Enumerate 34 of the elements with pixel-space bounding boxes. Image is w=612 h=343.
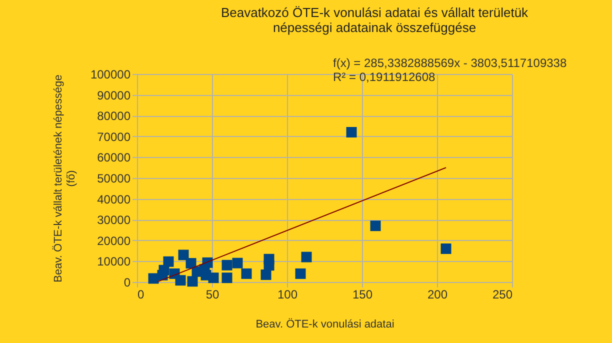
point — [222, 260, 232, 270]
y-tick-label: 30000 — [97, 213, 131, 228]
x-tick-label: 100 — [277, 288, 298, 302]
y-tick-label: 100000 — [90, 68, 131, 82]
x-axis-title: Beav. ÖTE-k vonulási adatai — [256, 318, 394, 330]
y-tick-label: 50000 — [97, 172, 131, 186]
y-tick-label: 60000 — [97, 150, 131, 165]
x-tick-label: 0 — [138, 288, 144, 302]
point — [241, 268, 252, 279]
chart-title: Beavatkozó ÖTE-k vonulási adatai és vállalt területük népességi adatainak összefüggése — [220, 5, 529, 35]
y-tick-label: 80000 — [97, 109, 131, 124]
y-tick-label: 20000 — [97, 234, 131, 248]
y-tick-label: 70000 — [97, 130, 131, 144]
y-tick-label: 40000 — [97, 192, 131, 206]
point — [370, 220, 381, 232]
y-tick-label: 0 — [124, 276, 131, 290]
x-tick-label: 250 — [492, 288, 513, 302]
x-tick-label: 50 — [206, 288, 220, 302]
point — [178, 250, 189, 260]
point — [295, 268, 306, 279]
point — [148, 273, 159, 284]
point — [346, 126, 357, 138]
y-tick-label: 10000 — [97, 254, 131, 269]
text: f(x) = 285,3382888569x - 3803,5117109338 — [333, 56, 567, 70]
x-tick-label: 200 — [427, 288, 448, 302]
point — [222, 272, 232, 284]
point — [301, 252, 312, 262]
x-tick-label: 150 — [352, 288, 373, 302]
y-tick-label: 90000 — [97, 88, 131, 102]
point — [440, 243, 452, 254]
point — [260, 269, 272, 280]
point — [232, 258, 243, 268]
point — [187, 276, 198, 287]
y-axis-title: Beav. ÖTE-k vállalt területének népessége (fő) — [51, 74, 78, 282]
